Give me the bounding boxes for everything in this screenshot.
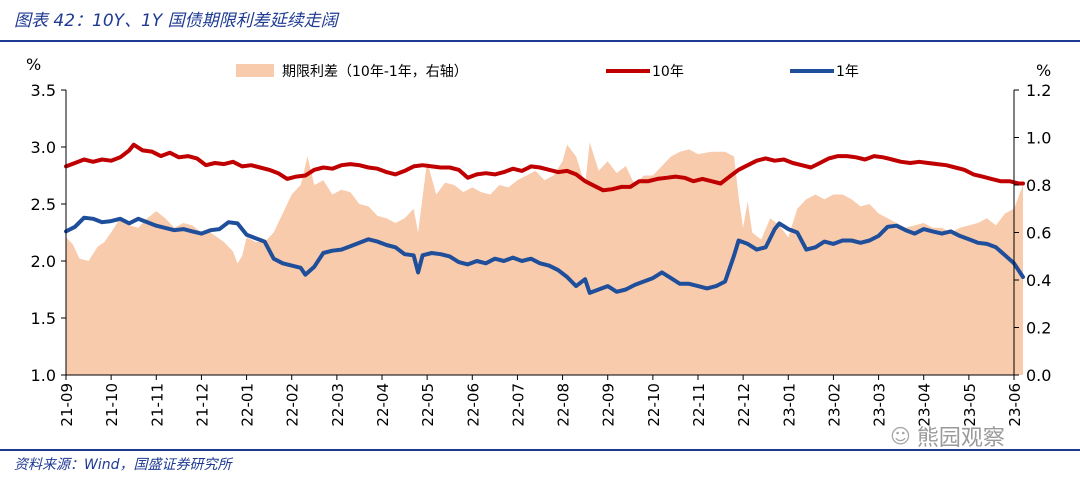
x-tick-label: 22-01	[239, 383, 257, 427]
watermark-text: 熊园观察	[916, 426, 1005, 451]
x-tick-label: 21-12	[193, 383, 211, 427]
x-tick-label: 22-09	[600, 383, 618, 427]
x-tick-label: 22-04	[374, 383, 392, 427]
right-tick-label: 1.0	[1026, 129, 1051, 148]
legend: 期限利差（10年-1年，右轴） 10年 1年	[236, 64, 859, 80]
right-tick-label: 0.6	[1026, 224, 1051, 243]
watermark: ☺ 熊园观察	[890, 420, 1005, 452]
x-tick-label: 22-02	[284, 383, 302, 427]
left-tick-label: 1.5	[31, 309, 56, 328]
legend-1y-label: 1年	[836, 64, 859, 80]
x-tick-label: 22-10	[645, 383, 663, 427]
wechat-icon: ☺	[890, 424, 911, 448]
legend-spread-label: 期限利差（10年-1年，右轴）	[282, 64, 468, 80]
left-tick-label: 2.5	[31, 195, 56, 214]
right-tick-label: 0.8	[1026, 176, 1051, 195]
yield-1y-line	[64, 215, 1025, 295]
left-tick-label: 2.0	[31, 252, 56, 271]
right-tick-label: 1.2	[1026, 81, 1051, 100]
axes: 1.0 1.5 2.0 2.5 3.0 3.5 0.0 0.2 0.4 0.6 0.8 1.0 1.2%…	[26, 55, 1051, 427]
x-tick-label: 22-05	[419, 383, 437, 427]
left-tick-label: 3.5	[31, 81, 56, 100]
plot-area	[64, 142, 1025, 375]
yield-spread-chart: 1.0 1.5 2.0 2.5 3.0 3.5 0.0 0.2 0.4 0.6 0.8 1.0 1.2%…	[26, 55, 1051, 427]
legend-spread-swatch	[236, 64, 274, 77]
yield-10y-line	[64, 142, 1025, 193]
x-tick-label: 22-06	[464, 383, 482, 427]
footer-rule	[0, 449, 1080, 451]
x-tick-label: 23-01	[780, 383, 798, 427]
x-tick-label: 21-11	[148, 383, 166, 427]
source-note: 资料来源：Wind，国盛证券研究所	[14, 457, 232, 473]
x-tick-label: 22-11	[690, 383, 708, 427]
left-tick-label: 1.0	[31, 366, 56, 385]
figure-title: 图表 42：10Y、1Y 国债期限利差延续走阔	[14, 11, 338, 31]
x-tick-label: 23-02	[825, 383, 843, 427]
report-header: 图表 42：10Y、1Y 国债期限利差延续走阔	[0, 0, 1080, 40]
x-tick-label: 22-07	[509, 383, 527, 427]
x-tick-label: 22-12	[735, 383, 753, 427]
x-tick-label: 23-06	[1006, 383, 1024, 427]
right-tick-label: 0.4	[1026, 271, 1051, 290]
right-tick-label: 0.0	[1026, 366, 1051, 385]
x-tick-label: 21-10	[103, 383, 121, 427]
x-tick-label: 22-08	[555, 383, 573, 427]
x-tick-label: 23-05	[961, 383, 979, 427]
x-tick-label: 21-09	[58, 383, 76, 427]
x-tick-label: 23-04	[916, 383, 934, 427]
x-tick-label: 22-03	[329, 383, 347, 427]
header-rule	[0, 40, 1080, 42]
legend-10y-label: 10年	[652, 64, 684, 80]
left-axis-unit: %	[26, 55, 41, 74]
right-axis-unit: %	[1036, 61, 1051, 80]
x-tick-label: 23-03	[871, 383, 889, 427]
left-tick-label: 3.0	[31, 138, 56, 157]
spread-area	[66, 142, 1023, 375]
right-tick-label: 0.2	[1026, 319, 1051, 338]
